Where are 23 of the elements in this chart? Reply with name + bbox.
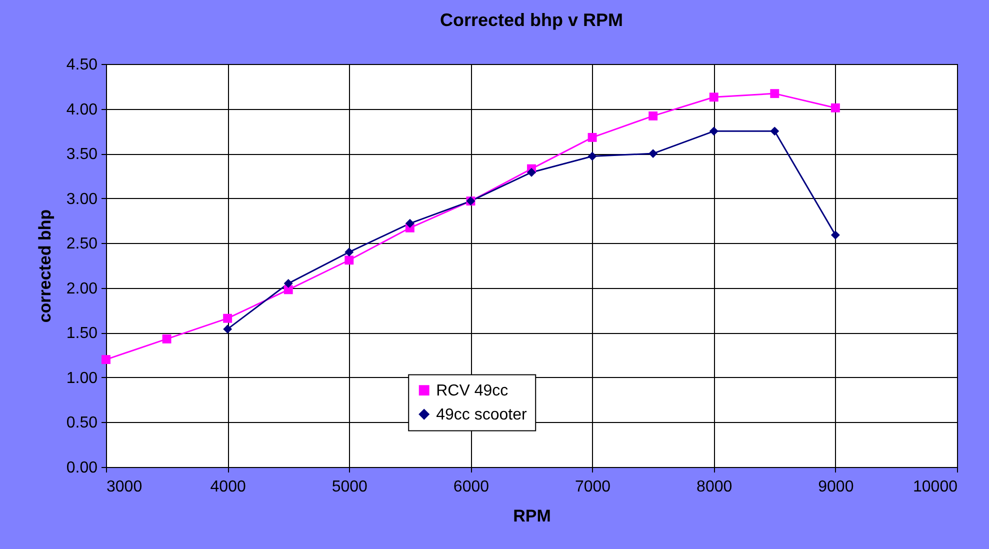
x-tick-label: 4000 <box>210 478 246 496</box>
x-tick-label: 5000 <box>332 478 368 496</box>
chart-title: Corrected bhp v RPM <box>440 10 624 30</box>
y-tick-label: 4.00 <box>66 101 98 118</box>
y-tick-label: 0.00 <box>66 460 98 476</box>
y-tick-label: 0.50 <box>66 414 98 432</box>
y-tick-label: 4.50 <box>66 56 98 74</box>
y-tick-label: 2.00 <box>66 280 98 298</box>
x-tick-label: 7000 <box>574 478 611 496</box>
y-axis-title: corrected bhp <box>35 209 54 323</box>
legend-label: RCV 49cc <box>436 382 508 400</box>
y-tick-label: 3.00 <box>66 190 98 208</box>
y-tick-label: 3.50 <box>66 146 98 164</box>
x-tick-label: 8000 <box>696 478 732 496</box>
x-tick-label: 3000 <box>106 478 142 496</box>
x-tick-label: 10000 <box>913 478 958 496</box>
y-tick-label: 2.50 <box>66 236 98 253</box>
y-tick-label: 1.50 <box>66 325 98 342</box>
x-tick-label: 9000 <box>818 478 854 496</box>
legend-label: 49cc scooter <box>436 406 528 424</box>
x-tick-label: 6000 <box>453 478 490 496</box>
y-tick-label: 1.00 <box>66 370 98 387</box>
x-axis-title: RPM <box>513 506 551 526</box>
